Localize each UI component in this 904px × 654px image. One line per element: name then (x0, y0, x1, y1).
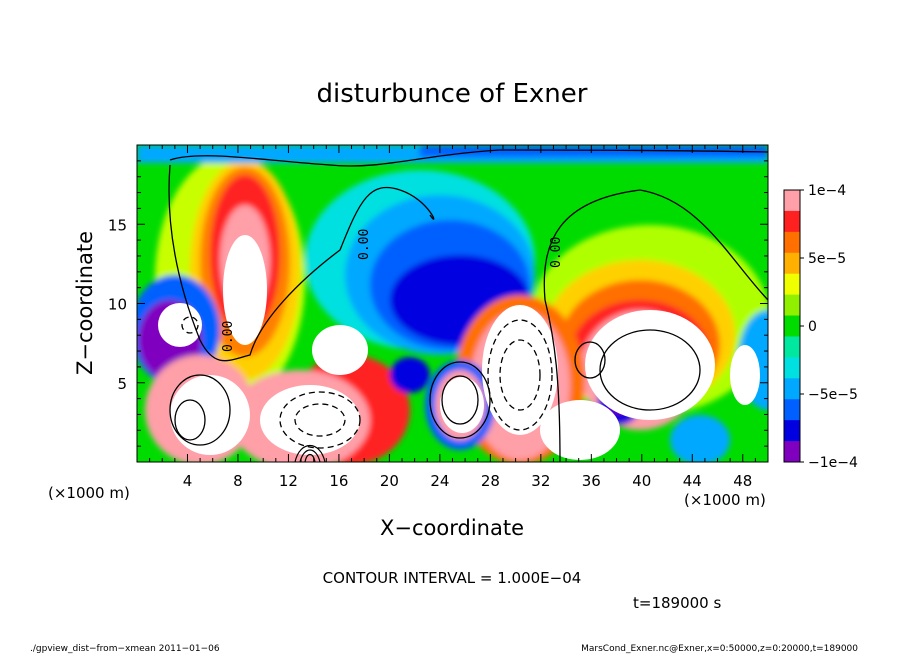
x-tick-label: 32 (531, 472, 550, 490)
y-tick-label: 5 (117, 375, 127, 393)
contour-label: 0.00 (221, 321, 236, 352)
colorbar-tick-label: 5e−5 (808, 251, 846, 267)
footer-left: ./gpview_dist−from−xmean 2011−01−06 (30, 644, 220, 654)
x-tick-label: 24 (430, 472, 449, 490)
colorbar-segment (784, 231, 800, 254)
colorbar-segment (784, 336, 800, 358)
colorbar-segment (784, 399, 800, 421)
contour-label: 0.00 (549, 237, 564, 268)
colorbar-segment (784, 441, 800, 463)
x-tick-label: 36 (582, 472, 601, 490)
colorbar-ticks: 1e−4 5e−5 0 −5e−5 −1e−4 (800, 183, 858, 471)
y-axis-unit: (×1000 m) (48, 484, 130, 502)
colorbar-segment (784, 378, 800, 400)
colorbar-segment (784, 294, 800, 317)
x-tick-label: 16 (329, 472, 348, 490)
y-tick-label: 15 (108, 216, 127, 234)
time-label: t=189000 s (633, 594, 721, 612)
plot-area (137, 145, 768, 462)
colorbar (783, 189, 801, 463)
x-tick-label: 48 (733, 472, 752, 490)
colorbar-tick-label: −5e−5 (808, 387, 858, 403)
colorbar-segment (784, 420, 800, 442)
x-axis-unit: (×1000 m) (684, 491, 766, 509)
contour-label: 0.00 (357, 229, 372, 260)
colorbar-segment (784, 252, 800, 275)
x-tick-label: 44 (683, 472, 702, 490)
colorbar-segment (784, 210, 800, 233)
y-axis: 5 10 15 (108, 160, 768, 447)
colorbar-segment (784, 190, 800, 212)
x-axis-label: X−coordinate (380, 516, 524, 540)
colorbar-segment (784, 315, 800, 337)
x-tick-label: 40 (632, 472, 651, 490)
x-tick-label: 20 (380, 472, 399, 490)
chart-title: disturbunce of Exner (317, 79, 588, 109)
x-tick-label: 8 (233, 472, 243, 490)
contour-interval: CONTOUR INTERVAL = 1.000E−04 (323, 569, 582, 587)
x-tick-label: 4 (183, 472, 193, 490)
colorbar-segment (784, 273, 800, 296)
x-axis: 4 8 12 16 20 24 28 32 36 40 44 48 (149, 145, 756, 490)
colorbar-tick-label: −1e−4 (808, 455, 858, 471)
y-axis-label: Z−coordinate (73, 231, 97, 375)
x-tick-label: 28 (481, 472, 500, 490)
footer-right: MarsCond_Exner.nc@Exner,x=0:50000,z=0:20… (581, 644, 858, 654)
y-tick-label: 10 (108, 296, 127, 314)
colorbar-segment (784, 357, 800, 379)
colorbar-tick-label: 0 (808, 319, 817, 335)
x-tick-label: 12 (279, 472, 298, 490)
colorbar-tick-label: 1e−4 (808, 183, 846, 199)
